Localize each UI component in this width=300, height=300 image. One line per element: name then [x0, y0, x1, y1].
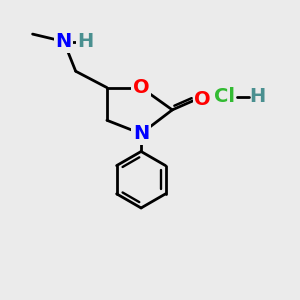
Text: N: N — [133, 124, 149, 143]
Text: H: H — [77, 32, 93, 51]
Text: H: H — [249, 87, 265, 106]
Text: Cl: Cl — [214, 87, 235, 106]
Text: N: N — [56, 32, 72, 51]
Text: O: O — [133, 78, 149, 97]
Text: O: O — [194, 90, 211, 109]
